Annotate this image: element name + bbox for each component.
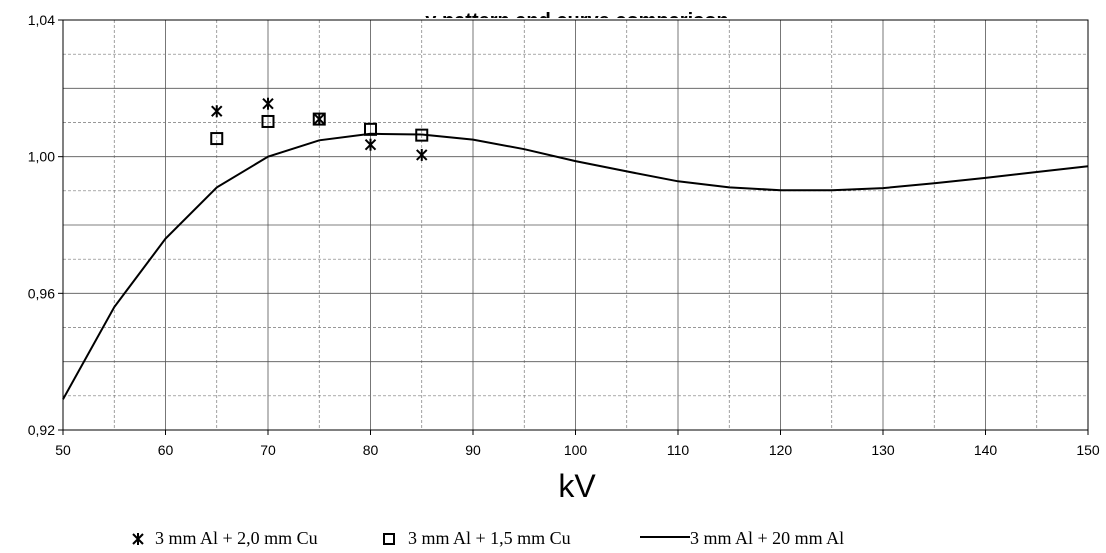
legend-item: 3 mm Al + 1,5 mm Cu: [383, 528, 571, 548]
y-tick-label: 0,92: [28, 422, 55, 438]
x-tick-label: 90: [465, 442, 481, 458]
y-tick-label: 0,96: [28, 285, 55, 301]
legend-symbol-star: [132, 533, 144, 545]
series-line: [62, 132, 1089, 400]
x-tick-label: 120: [769, 442, 793, 458]
x-tick-label: 60: [158, 442, 174, 458]
x-tick-label: 50: [55, 442, 71, 458]
star-point: [262, 97, 274, 110]
x-tick-label: 150: [1076, 442, 1100, 458]
x-tick-label: 130: [871, 442, 895, 458]
legend: 3 mm Al + 2,0 mm Cu 3 mm Al + 1,5 mm Cu 3 …: [132, 528, 844, 548]
legend-label: 3 mm Al + 20 mm Al: [690, 528, 844, 548]
y-tick-label: 1,04: [28, 12, 55, 28]
star-point: [211, 105, 223, 118]
square-point: [210, 132, 224, 146]
series-star: [211, 97, 428, 161]
x-tick-label: 80: [363, 442, 379, 458]
grid: [62, 19, 1089, 431]
star-point: [313, 113, 325, 126]
legend-item: 3 mm Al + 2,0 mm Cu: [132, 528, 318, 548]
x-axis-label: kV: [558, 468, 596, 504]
x-tick-label: 140: [974, 442, 998, 458]
series: [62, 97, 1089, 400]
star-point: [364, 138, 377, 151]
x-tick-label: 100: [564, 442, 588, 458]
x-tick-label: 70: [260, 442, 276, 458]
square-point: [261, 114, 275, 128]
x-tick-label: 110: [667, 442, 690, 458]
square-point: [364, 122, 377, 136]
legend-label: 3 mm Al + 2,0 mm Cu: [155, 528, 318, 548]
chart-title: y pattern and curve comparison: [425, 10, 728, 32]
y-tick-label: 1,00: [28, 149, 55, 165]
y-axis-ticks: 0,92 0,96 1,00 1,04: [28, 12, 63, 438]
legend-symbol-square: [383, 533, 395, 545]
square-point: [312, 112, 326, 126]
star-point: [416, 148, 428, 161]
legend-item: 3 mm Al + 20 mm Al: [640, 528, 844, 548]
series-line: [62, 132, 1089, 400]
legend-label: 3 mm Al + 1,5 mm Cu: [408, 528, 571, 548]
x-axis-ticks: 50 60 70 80 90 100 110 120 130 140 150: [55, 430, 1100, 458]
